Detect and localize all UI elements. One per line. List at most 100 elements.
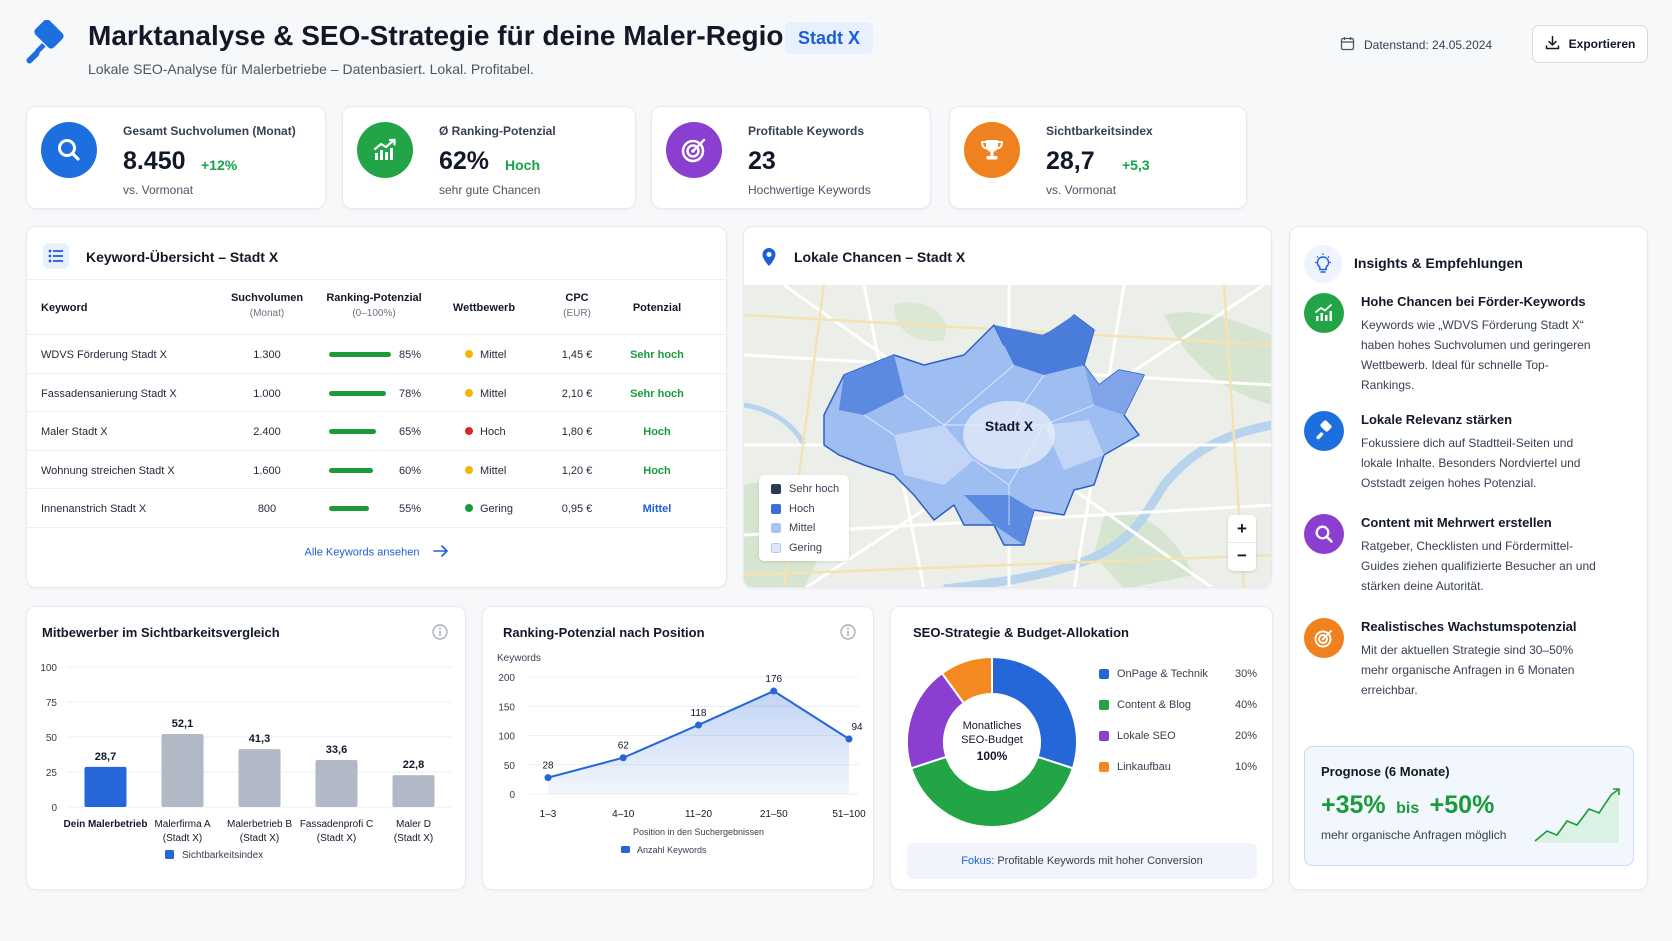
data-date: Datenstand: 24.05.2024 bbox=[1340, 36, 1492, 54]
legend-value: 40% bbox=[1234, 699, 1257, 711]
export-button[interactable]: Exportieren bbox=[1532, 25, 1648, 63]
potential-bar-fill bbox=[329, 467, 373, 473]
y-tick-label: 0 bbox=[51, 803, 57, 814]
col-volume-label: Suchvolumen bbox=[230, 292, 304, 304]
kpi-value: 62% bbox=[439, 147, 490, 175]
forecast-connector: bis bbox=[1396, 800, 1420, 817]
x-tick-label: 1–3 bbox=[540, 809, 557, 820]
legend-swatch bbox=[1099, 762, 1109, 772]
zoom-in-button[interactable]: + bbox=[1228, 515, 1256, 543]
point-value-label: 94 bbox=[851, 722, 863, 733]
competition-dot bbox=[465, 427, 473, 435]
cell-potential-label: 55% bbox=[399, 503, 422, 515]
cell-cpc: 0,95 € bbox=[561, 503, 593, 515]
cell-rating: Hoch bbox=[643, 464, 671, 477]
x-tick-label: Malerbetrieb B bbox=[227, 819, 292, 830]
city-map[interactable]: Stadt X bbox=[744, 283, 1271, 587]
cell-competition: Mittel bbox=[465, 374, 506, 414]
keyword-overview-title: Keyword-Übersicht – Stadt X bbox=[86, 249, 279, 265]
info-icon[interactable] bbox=[432, 624, 448, 645]
arrow-right-icon bbox=[432, 545, 449, 560]
table-row[interactable]: WDVS Förderung Stadt X 1.300 85% Mittel 1,45… bbox=[27, 335, 726, 374]
donut-legend-item: OnPage & Technik 30% bbox=[1099, 668, 1257, 680]
cell-competition: Mittel bbox=[465, 451, 506, 491]
search-icon bbox=[41, 122, 97, 178]
y-tick-label: 25 bbox=[46, 768, 58, 779]
all-keywords-link[interactable]: Alle Keywords ansehen bbox=[27, 545, 726, 560]
cell-volume: 2.400 bbox=[253, 426, 281, 438]
donut-legend-item: Content & Blog 40% bbox=[1099, 699, 1257, 711]
potential-bar bbox=[329, 467, 391, 473]
kpi-delta: Hoch bbox=[505, 157, 540, 173]
col-cpc: CPC (EUR) bbox=[547, 290, 607, 322]
cell-rating: Sehr hoch bbox=[630, 387, 684, 400]
local-opportunities-title: Lokale Chancen – Stadt X bbox=[794, 249, 966, 265]
potential-bar-fill bbox=[329, 429, 377, 434]
legend-swatch bbox=[771, 484, 781, 494]
kpi-card-search-volume: Gesamt Suchvolumen (Monat) 8.450 +12% vs… bbox=[26, 106, 326, 209]
x-tick-label: (Stadt X) bbox=[240, 833, 279, 844]
forecast-low: +35% bbox=[1321, 791, 1386, 819]
table-row[interactable]: Wohnung streichen Stadt X 1.600 60% Mittel 1… bbox=[27, 451, 726, 491]
potential-bar-fill bbox=[329, 506, 370, 511]
y-tick-label: 100 bbox=[498, 732, 515, 743]
x-tick-label: 51–100 bbox=[832, 809, 866, 820]
y-tick-label: 50 bbox=[46, 733, 58, 744]
location-pin-icon bbox=[761, 247, 777, 272]
growth-sparkline bbox=[1533, 785, 1623, 850]
map-city-label: Stadt X bbox=[985, 418, 1034, 434]
bar-value-label: 28,7 bbox=[95, 751, 116, 763]
trophy-icon bbox=[964, 122, 1020, 178]
insight-title: Hohe Chancen bei Förder-Keywords bbox=[1361, 294, 1586, 309]
bar-value-label: 52,1 bbox=[172, 718, 193, 730]
bar bbox=[392, 775, 435, 807]
competition-dot bbox=[465, 504, 473, 512]
col-keyword: Keyword bbox=[41, 302, 88, 314]
donut-center-line2: SEO-Budget bbox=[961, 734, 1023, 746]
cell-volume: 800 bbox=[257, 503, 277, 515]
zoom-out-button[interactable]: − bbox=[1237, 546, 1247, 565]
bar bbox=[161, 734, 204, 807]
forecast-range: +35% bis +50% bbox=[1321, 791, 1494, 820]
insights-title: Insights & Empfehlungen bbox=[1354, 255, 1523, 271]
list-icon bbox=[43, 243, 69, 269]
x-axis-label: Position in den Suchergebnissen bbox=[633, 827, 764, 837]
competition-label: Mittel bbox=[480, 387, 507, 400]
x-tick-label: (Stadt X) bbox=[317, 833, 356, 844]
info-icon[interactable] bbox=[840, 624, 856, 645]
legend-label: Anzahl Keywords bbox=[637, 845, 707, 855]
bar bbox=[315, 759, 358, 807]
y-axis-label: Keywords bbox=[497, 653, 541, 664]
competition-dot bbox=[465, 465, 473, 474]
table-row[interactable]: Innenanstrich Stadt X 800 55% Gering 0,95 € M… bbox=[27, 489, 726, 528]
competition-label: Gering bbox=[480, 503, 514, 515]
map-legend-item: Sehr hoch bbox=[771, 483, 839, 495]
legend-value: 20% bbox=[1234, 730, 1257, 742]
budget-focus-note: Fokus: Profitable Keywords mit hoher Con… bbox=[907, 843, 1257, 879]
forecast-box: Prognose (6 Monate) +35% bis +50% mehr o… bbox=[1304, 746, 1634, 866]
legend-label: Content & Blog bbox=[1117, 699, 1191, 711]
cell-keyword: Innenanstrich Stadt X bbox=[41, 503, 147, 515]
table-row[interactable]: Maler Stadt X 2.400 65% Hoch 1,80 € Hoch bbox=[27, 412, 726, 451]
col-volume: Suchvolumen (Monat) bbox=[227, 290, 307, 322]
legend-label: Linkaufbau bbox=[1117, 761, 1171, 773]
cell-cpc: 1,20 € bbox=[561, 464, 593, 477]
cell-keyword: Fassadensanierung Stadt X bbox=[41, 387, 177, 400]
insight-text: Fokussiere dich auf Stadtteil-Seiten und… bbox=[1361, 436, 1581, 490]
insight-title: Realistisches Wachstumspotenzial bbox=[1361, 619, 1577, 634]
data-point bbox=[695, 721, 702, 729]
table-row[interactable]: Fassadensanierung Stadt X 1.000 78% Mittel 2… bbox=[27, 374, 726, 414]
budget-allocation-card: SEO-Strategie & Budget-Allokation Monatl… bbox=[890, 606, 1273, 890]
legend-swatch bbox=[1099, 669, 1109, 679]
target-icon bbox=[666, 122, 722, 178]
legend-label: Hoch bbox=[789, 502, 815, 515]
donut-legend-item: Linkaufbau 10% bbox=[1099, 761, 1257, 773]
col-competition: Wettbewerb bbox=[452, 302, 516, 314]
cell-competition: Gering bbox=[465, 489, 513, 529]
competitors-title: Mitbewerber im Sichtbarkeitsvergleich bbox=[42, 625, 280, 640]
legend-swatch bbox=[165, 850, 174, 859]
location-pin-icon bbox=[1304, 411, 1344, 451]
kpi-label: Sichtbarkeitsindex bbox=[1046, 124, 1153, 138]
cell-competition: Hoch bbox=[465, 412, 506, 452]
legend-label: Gering bbox=[789, 541, 823, 554]
